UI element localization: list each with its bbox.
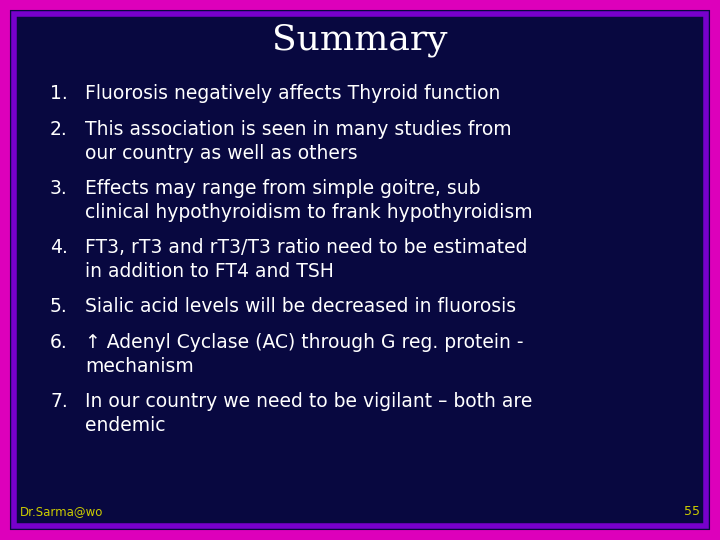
Text: 1.: 1. bbox=[50, 84, 68, 103]
Text: Effects may range from simple goitre, sub: Effects may range from simple goitre, su… bbox=[85, 179, 480, 198]
Text: Sialic acid levels will be decreased in fluorosis: Sialic acid levels will be decreased in … bbox=[85, 297, 516, 316]
Text: Dr.Sarma@wo: Dr.Sarma@wo bbox=[20, 505, 104, 518]
Text: Summary: Summary bbox=[272, 23, 448, 57]
Text: FT3, rT3 and rT3/T3 ratio need to be estimated: FT3, rT3 and rT3/T3 ratio need to be est… bbox=[85, 238, 528, 257]
Text: 5.: 5. bbox=[50, 297, 68, 316]
Text: endemic: endemic bbox=[85, 416, 166, 435]
Text: clinical hypothyroidism to frank hypothyroidism: clinical hypothyroidism to frank hypothy… bbox=[85, 203, 533, 222]
Text: mechanism: mechanism bbox=[85, 357, 194, 376]
Text: in addition to FT4 and TSH: in addition to FT4 and TSH bbox=[85, 262, 334, 281]
Text: ↑ Adenyl Cyclase (AC) through G reg. protein -: ↑ Adenyl Cyclase (AC) through G reg. pro… bbox=[85, 333, 523, 352]
Text: This association is seen in many studies from: This association is seen in many studies… bbox=[85, 120, 512, 139]
Text: 7.: 7. bbox=[50, 392, 68, 411]
Text: 2.: 2. bbox=[50, 120, 68, 139]
Text: 3.: 3. bbox=[50, 179, 68, 198]
Text: In our country we need to be vigilant – both are: In our country we need to be vigilant – … bbox=[85, 392, 532, 411]
Text: 4.: 4. bbox=[50, 238, 68, 257]
Text: Fluorosis negatively affects Thyroid function: Fluorosis negatively affects Thyroid fun… bbox=[85, 84, 500, 103]
Text: 55: 55 bbox=[684, 505, 700, 518]
Text: our country as well as others: our country as well as others bbox=[85, 144, 358, 163]
Text: 6.: 6. bbox=[50, 333, 68, 352]
